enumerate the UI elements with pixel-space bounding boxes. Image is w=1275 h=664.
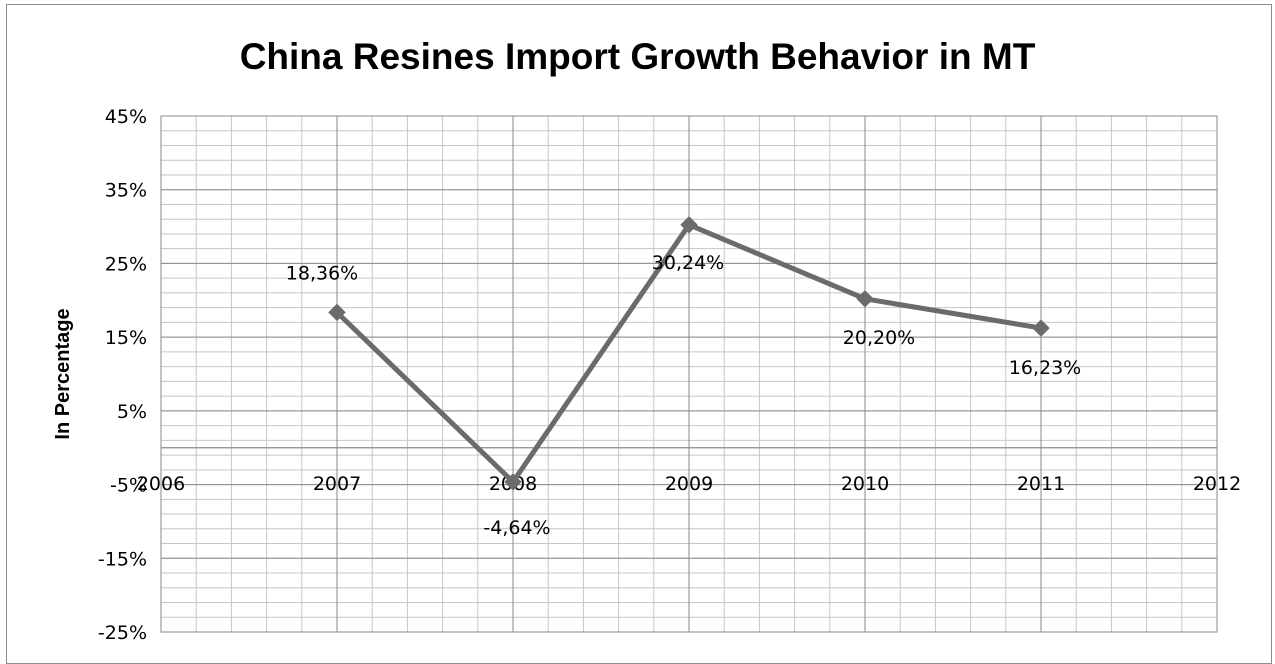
y-tick-labels: 45% 35% 25% 15% 5% -5% -15% -25% [98, 106, 147, 644]
axes [160, 115, 1218, 633]
series-markers [328, 216, 1050, 491]
data-point-marker [328, 303, 346, 322]
y-tick-label: 25% [105, 253, 147, 275]
plot-area-border [160, 115, 1218, 633]
y-tick-label: 35% [105, 180, 147, 202]
data-label: 30,24% [652, 252, 724, 274]
y-tick-label: 5% [117, 401, 147, 423]
data-label: -4,64% [483, 517, 550, 539]
y-tick-label: -25% [98, 622, 147, 644]
x-tick-label: 2009 [665, 473, 713, 495]
x-tick-label: 2006 [137, 473, 185, 495]
data-point-marker [680, 216, 698, 234]
chart-frame [6, 4, 1272, 664]
y-axis-label: In Percentage [52, 308, 74, 439]
data-point-marker [504, 473, 522, 491]
x-tick-labels: 2006200720082009201020112012 [137, 473, 1241, 495]
y-tick-label: -15% [98, 548, 147, 570]
data-point-marker [1032, 319, 1050, 337]
y-tick-label: -5% [110, 475, 147, 497]
x-tick-label: 2010 [841, 473, 889, 495]
data-label: 18,36% [286, 262, 358, 284]
y-tick-label: 45% [105, 106, 147, 128]
x-tick-label: 2011 [1017, 473, 1065, 495]
data-label: 16,23% [1009, 357, 1081, 379]
data-point-marker [856, 290, 874, 308]
chart-title: China Resines Import Growth Behavior in … [239, 36, 1036, 77]
y-tick-label: 15% [105, 327, 147, 349]
x-tick-label: 2007 [313, 473, 361, 495]
data-label: 20,20% [843, 327, 915, 349]
data-labels: 18,36% -4,64% 30,24% 20,20% 16,23% [286, 252, 1081, 539]
x-tick-label: 2012 [1193, 473, 1241, 495]
